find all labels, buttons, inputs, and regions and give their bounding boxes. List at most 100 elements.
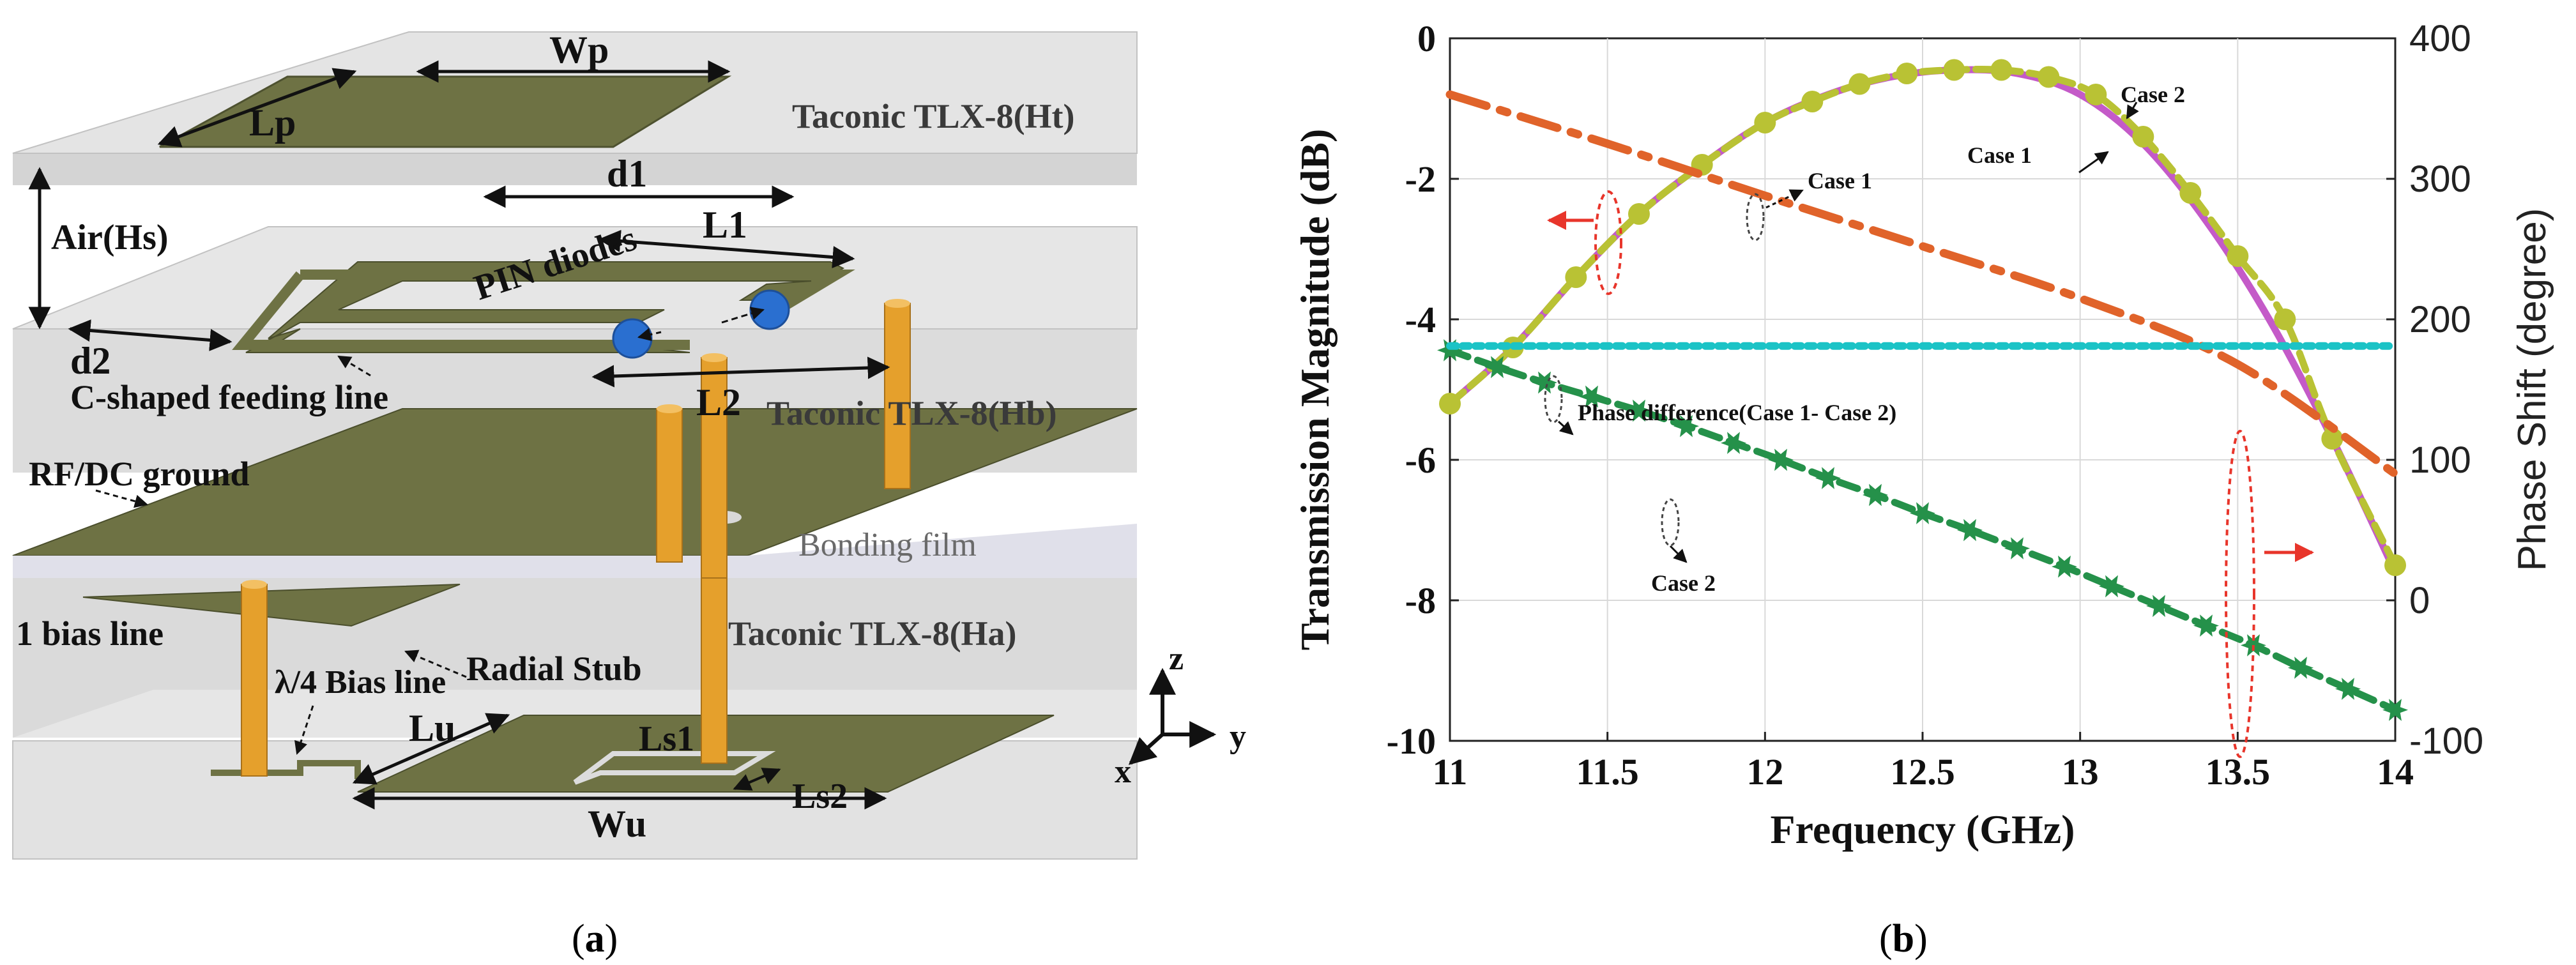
via-cap-2 xyxy=(701,353,727,362)
case1-mag-pointer xyxy=(2078,151,2109,174)
case2-phase-point xyxy=(1484,356,1510,379)
caption-b-open: ( xyxy=(1879,917,1893,961)
case2-magnitude-point xyxy=(2132,126,2154,148)
d2-arrow xyxy=(68,319,232,351)
feed-trace xyxy=(232,270,855,350)
case2-magnitude-point xyxy=(1801,91,1824,112)
bonding-label: Bonding film xyxy=(798,527,977,563)
ht-layer-label: Taconic TLX-8(Ht) xyxy=(792,97,1075,135)
c-feed-pointer xyxy=(337,355,371,377)
lu-arrow xyxy=(352,713,510,785)
case2-phase-point xyxy=(2288,657,2313,679)
case2-magnitude-point xyxy=(1990,59,2013,81)
ground-label: RF/DC ground xyxy=(29,455,250,493)
x-tick-label: 12.5 xyxy=(1890,751,1955,793)
case1-phase-line xyxy=(1445,90,2400,478)
case2-magnitude-point xyxy=(1754,112,1776,133)
case2-phase-point xyxy=(1626,399,1652,422)
case2-phase-point xyxy=(2193,614,2219,637)
ticks-layer: 11 11.5 12 12.5 13 13.5 14 0 -2 -4 -6 -8 -10 400 300 20… xyxy=(1387,18,2483,793)
phase-diff-annotation: Phase difference(Case 1- Case 2) xyxy=(1578,400,1896,425)
case1-group-ellipse xyxy=(1594,190,1622,295)
case2-mag-pointer xyxy=(2126,102,2139,119)
radial-pointer xyxy=(404,650,467,678)
case2-phase-point xyxy=(1863,483,1888,506)
case2-phase-point xyxy=(1768,448,1794,471)
case2-group-ellipse xyxy=(2225,430,2255,758)
l2-arrow xyxy=(591,356,890,388)
case2-phase-point xyxy=(1437,339,1463,361)
radial-stub xyxy=(82,584,461,627)
air-label: Air(Hs) xyxy=(51,218,169,257)
y-tick-label: -6 xyxy=(1405,439,1436,481)
y-tick-label: -4 xyxy=(1405,299,1436,340)
phase-diff-pointer xyxy=(1557,420,1574,436)
x-tick-label: 12 xyxy=(1746,751,1783,793)
case2-magnitude-point xyxy=(2274,308,2296,330)
y2-axis-title: Phase Shift (degree) xyxy=(2510,208,2554,572)
case2-phase-point xyxy=(1673,414,1699,437)
quarter-bias-label: λ/4 Bias line xyxy=(275,664,446,701)
z-axis-label: z xyxy=(1169,641,1184,677)
case2-phase-point xyxy=(1532,371,1557,394)
y2-tick-label: 100 xyxy=(2409,439,2471,481)
case1-left-annotation: Case 1 xyxy=(1808,168,1872,194)
series-layer xyxy=(1437,59,2408,721)
x-axis-line xyxy=(1128,733,1164,765)
pin-pointer-2 xyxy=(637,328,662,342)
via-4 xyxy=(241,584,268,777)
ls2-label: Ls2 xyxy=(792,777,848,816)
case2-phase-point xyxy=(2004,537,2030,559)
x-tick-label: 14 xyxy=(2377,751,2414,793)
y2-tick-label: -100 xyxy=(2409,720,2483,762)
caption-a-letter: a xyxy=(585,917,605,961)
y-axis-label: y xyxy=(1230,718,1246,755)
case2-phase-point xyxy=(2099,575,2124,598)
caption-a-close: ) xyxy=(605,917,618,961)
ls2-arrow xyxy=(733,768,781,791)
via-cap-4 xyxy=(241,580,267,589)
caption-b: (b) xyxy=(1879,917,1928,961)
y-tick-label: -10 xyxy=(1387,720,1436,762)
bonding-film xyxy=(13,524,1137,578)
case2-phase-point xyxy=(1815,467,1841,489)
lu-label: Lu xyxy=(409,707,455,749)
pin-pointer-1 xyxy=(721,307,765,324)
wp-label: Wp xyxy=(549,29,609,71)
caption-a: (a) xyxy=(572,917,618,961)
radial-stub-label: Radial Stub xyxy=(466,650,642,688)
y2-tick-label: 300 xyxy=(2409,158,2471,200)
case2-magnitude-point xyxy=(2321,428,2344,450)
case2-phase-pointer xyxy=(1669,545,1688,563)
case2-magnitude-point xyxy=(2227,245,2249,267)
case2-phase-point xyxy=(2052,555,2077,578)
bias1-label: 1 bias line xyxy=(16,614,164,653)
slot-ls xyxy=(573,751,776,785)
via-cap-3 xyxy=(885,299,910,308)
hb-layer-label: Taconic TLX-8(Hb) xyxy=(766,394,1057,432)
pin-diode-left xyxy=(612,318,653,359)
ls1-label: Ls1 xyxy=(639,719,694,759)
case2-magnitude-point xyxy=(2085,84,2107,105)
phase-diff-ellipse xyxy=(1544,375,1563,423)
via-5 xyxy=(701,577,728,764)
panel-b-chart: 11 11.5 12 12.5 13 13.5 14 0 -2 -4 -6 -8 -10 400 300 20… xyxy=(1292,18,2554,961)
case1-top-annotation: Case 1 xyxy=(1967,142,2032,168)
panel-a-diagram: Wp Lp Taconic TLX-8(Ht) d1 Air(Hs) L1 PI… xyxy=(12,29,1246,961)
case2-bottom-annotation: Case 2 xyxy=(1651,570,1716,596)
via-cap-1 xyxy=(657,404,682,413)
y-tick-label: -2 xyxy=(1405,158,1436,200)
y-tick-label: 0 xyxy=(1417,18,1436,59)
case2-phase-point xyxy=(1910,502,1935,524)
pin-diode-right xyxy=(749,289,790,330)
case2-phase-point xyxy=(1579,385,1604,408)
lp-label: Lp xyxy=(249,102,296,144)
case2-phase-point xyxy=(1721,432,1746,454)
x-tick-label: 13.5 xyxy=(2206,751,2271,793)
y2-tick-label: 400 xyxy=(2409,18,2471,59)
case2-phase-point xyxy=(1957,519,1983,542)
l1-arrow xyxy=(598,229,855,269)
case2-phase-ellipse xyxy=(1661,498,1680,547)
via-1 xyxy=(656,408,683,563)
case2-phase-point xyxy=(2146,595,2172,618)
